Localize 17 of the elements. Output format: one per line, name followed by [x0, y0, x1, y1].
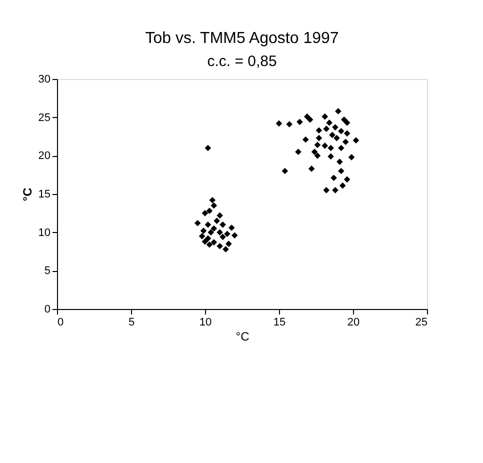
x-tick-label: 10 [199, 316, 212, 328]
y-tick-label: 0 [44, 304, 50, 316]
y-tick-label: 30 [38, 74, 50, 86]
x-tick-label: 0 [58, 316, 64, 328]
chart-title: Tob vs. TMM5 Agosto 1997 [145, 30, 339, 47]
x-tick-label: 15 [273, 316, 286, 328]
y-tick-label: 5 [44, 265, 50, 278]
y-tick-label: 20 [38, 150, 50, 162]
y-tick-label: 15 [38, 188, 50, 200]
x-tick-label: 20 [347, 316, 360, 328]
y-axis-title: °C [20, 187, 34, 202]
x-axis-title: °C [236, 330, 250, 344]
x-tick-label: 5 [128, 316, 135, 328]
chart-subtitle: c.c. = 0,85 [207, 53, 277, 70]
y-tick-label: 25 [38, 112, 50, 124]
x-tick-label: 25 [415, 316, 428, 328]
y-tick-label: 10 [38, 226, 50, 239]
